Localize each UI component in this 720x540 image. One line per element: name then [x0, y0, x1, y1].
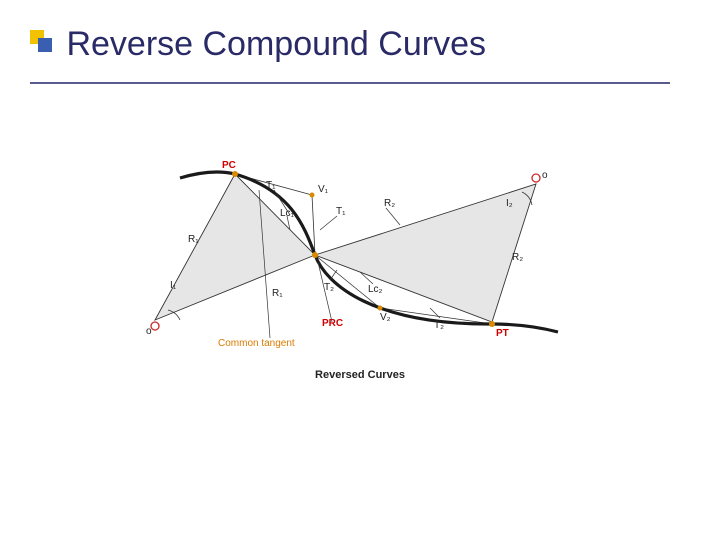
label-pt: PT: [496, 328, 509, 339]
v2-dot: [378, 306, 383, 311]
pc-dot: [232, 171, 238, 177]
label-t1-right: T₁: [336, 206, 346, 217]
label-r2-right: R₂: [512, 252, 523, 263]
v1-dot: [310, 193, 315, 198]
reverse-curve-diagram: PC PT PRC T₁ V₁ T₁ Lᴄ₁ R₂ R₂ R₁ R₁ I₁ I₂ T₂ Lᴄ₂ V₂ T₂ o o C…: [140, 150, 580, 390]
label-t2-left: T₂: [324, 282, 334, 293]
label-r1-left: R₁: [188, 234, 199, 245]
label-i1: I₁: [170, 280, 177, 291]
leader-t2b: [430, 308, 440, 318]
prc-dot: [312, 252, 318, 258]
label-t1-upper: T₁: [266, 180, 276, 191]
label-r2-upper: R₂: [384, 198, 395, 209]
diagram-caption: Reversed Curves: [315, 369, 405, 381]
title-underline: [30, 82, 670, 84]
bullet-icon: [30, 30, 54, 59]
label-r1-lower: R₁: [272, 288, 283, 299]
right-radius-triangle: [315, 184, 536, 322]
label-common-tangent: Common tangent: [218, 338, 295, 349]
label-lc2: Lᴄ₂: [368, 284, 383, 295]
center-o2: [532, 174, 540, 182]
leader-t2a: [330, 270, 337, 280]
label-i2: I₂: [506, 198, 513, 209]
label-pc: PC: [222, 160, 236, 171]
leader-r2: [386, 208, 400, 225]
title-block: Reverse Compound Curves: [30, 25, 486, 64]
label-v2: V₂: [380, 312, 391, 323]
label-prc: PRC: [322, 318, 343, 329]
label-lc1: Lᴄ₁: [280, 208, 295, 219]
center-o1: [151, 322, 159, 330]
left-radius-triangle: [155, 174, 315, 320]
label-t2-right: T₂: [434, 320, 444, 331]
leader-t1b: [320, 216, 337, 230]
pt-dot: [489, 321, 495, 327]
label-o2: o: [542, 170, 548, 181]
label-o1: o: [146, 326, 152, 337]
label-v1: V₁: [318, 184, 329, 195]
slide-title: Reverse Compound Curves: [66, 25, 486, 63]
